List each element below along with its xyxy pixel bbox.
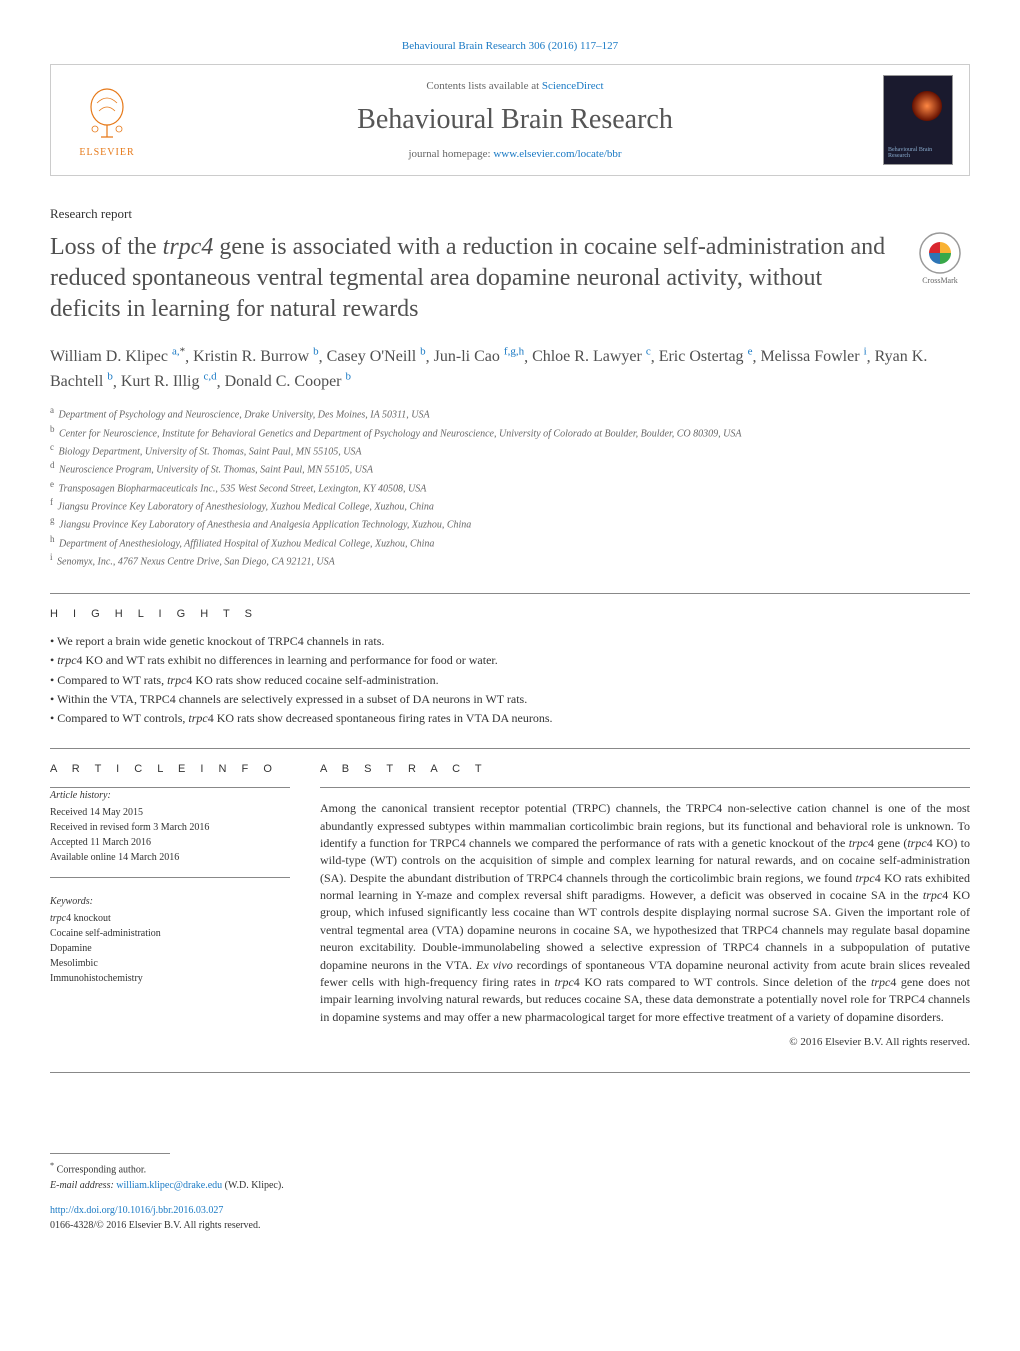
affiliation: b Center for Neuroscience, Institute for…: [50, 423, 970, 441]
keywords-list: trpc4 knockoutCocaine self-administratio…: [50, 911, 290, 986]
received-date: Received 14 May 2015: [50, 805, 290, 820]
abstract-label: A B S T R A C T: [320, 763, 970, 775]
rule: [50, 877, 290, 878]
highlight-item: Within the VTA, TRPC4 channels are selec…: [50, 690, 970, 709]
author: Donald C. Cooper b: [225, 373, 351, 390]
author: Casey O'Neill b: [327, 348, 426, 365]
accepted-date: Accepted 11 March 2016: [50, 835, 290, 850]
affiliation: g Jiangsu Province Key Laboratory of Ane…: [50, 514, 970, 532]
page-container: Behavioural Brain Research 306 (2016) 11…: [0, 0, 1020, 1273]
author: William D. Klipec a,*: [50, 348, 185, 365]
online-date: Available online 14 March 2016: [50, 850, 290, 865]
article-info-label: A R T I C L E I N F O: [50, 763, 290, 775]
affiliations-list: a Department of Psychology and Neuroscie…: [50, 404, 970, 569]
author: Kristin R. Burrow b: [193, 348, 319, 365]
abstract-copyright: © 2016 Elsevier B.V. All rights reserved…: [320, 1036, 970, 1048]
article-type: Research report: [50, 206, 970, 222]
affiliation: a Department of Psychology and Neuroscie…: [50, 404, 970, 422]
doi-link[interactable]: http://dx.doi.org/10.1016/j.bbr.2016.03.…: [50, 1205, 223, 1216]
contents-prefix: Contents lists available at: [426, 80, 541, 92]
keyword: Dopamine: [50, 941, 290, 956]
author: Kurt R. Illig c,d: [121, 373, 217, 390]
email-line: E-mail address: william.klipec@drake.edu…: [50, 1178, 970, 1193]
email-label: E-mail address:: [50, 1180, 116, 1191]
elsevier-tree-icon: [77, 83, 137, 143]
affiliation: i Senomyx, Inc., 4767 Nexus Centre Drive…: [50, 551, 970, 569]
highlights-label: H I G H L I G H T S: [50, 608, 970, 620]
affiliation: c Biology Department, University of St. …: [50, 441, 970, 459]
rule: [320, 787, 970, 788]
history-heading: Article history:: [50, 788, 290, 803]
header-center: Contents lists available at ScienceDirec…: [147, 80, 883, 160]
publisher-logo: ELSEVIER: [67, 75, 147, 165]
footer: * Corresponding author. E-mail address: …: [50, 1153, 970, 1232]
highlights-list: We report a brain wide genetic knockout …: [50, 632, 970, 728]
homepage-prefix: journal homepage:: [408, 148, 493, 160]
doi-line: http://dx.doi.org/10.1016/j.bbr.2016.03.…: [50, 1203, 970, 1218]
footnote-rule: [50, 1153, 170, 1154]
cover-glow-icon: [912, 91, 942, 121]
corresponding-author: * Corresponding author.: [50, 1160, 970, 1177]
keyword: Immunohistochemistry: [50, 971, 290, 986]
title-row: Loss of the trpc4 gene is associated wit…: [50, 232, 970, 326]
article-title: Loss of the trpc4 gene is associated wit…: [50, 232, 890, 326]
rule: [50, 593, 970, 594]
abstract-text: Among the canonical transient receptor p…: [320, 800, 970, 1026]
keywords-block: Keywords: trpc4 knockoutCocaine self-adm…: [50, 894, 290, 986]
affiliation: e Transposagen Biopharmaceuticals Inc., …: [50, 478, 970, 496]
email-link[interactable]: william.klipec@drake.edu: [116, 1180, 222, 1191]
contents-line: Contents lists available at ScienceDirec…: [147, 80, 883, 92]
keyword: Mesolimbic: [50, 956, 290, 971]
cover-thumb-label: Behavioural Brain Research: [888, 147, 952, 160]
homepage-link[interactable]: www.elsevier.com/locate/bbr: [493, 148, 621, 160]
info-abstract-row: A R T I C L E I N F O Article history: R…: [50, 749, 970, 1048]
highlight-item: trpc4 KO and WT rats exhibit no differen…: [50, 651, 970, 670]
highlight-item: Compared to WT rats, trpc4 KO rats show …: [50, 671, 970, 690]
crossmark-badge[interactable]: CrossMark: [910, 232, 970, 292]
journal-cover-thumb: Behavioural Brain Research: [883, 75, 953, 165]
email-suffix: (W.D. Klipec).: [222, 1180, 284, 1191]
crossmark-label: CrossMark: [922, 276, 958, 285]
keyword: Cocaine self-administration: [50, 926, 290, 941]
citation-line: Behavioural Brain Research 306 (2016) 11…: [50, 40, 970, 52]
title-gene: trpc4: [163, 234, 214, 260]
issn-copyright: 0166-4328/© 2016 Elsevier B.V. All right…: [50, 1218, 970, 1233]
journal-header: ELSEVIER Contents lists available at Sci…: [50, 64, 970, 176]
crossmark-icon: [919, 232, 961, 274]
title-pre: Loss of the: [50, 234, 163, 260]
authors-list: William D. Klipec a,*, Kristin R. Burrow…: [50, 344, 970, 395]
keyword: trpc4 knockout: [50, 911, 290, 926]
publisher-name: ELSEVIER: [79, 147, 134, 158]
affiliation: f Jiangsu Province Key Laboratory of Ane…: [50, 496, 970, 514]
revised-date: Received in revised form 3 March 2016: [50, 820, 290, 835]
author: Chloe R. Lawyer c: [532, 348, 651, 365]
author: Melissa Fowler i: [760, 348, 866, 365]
highlight-item: We report a brain wide genetic knockout …: [50, 632, 970, 651]
article-history: Article history: Received 14 May 2015 Re…: [50, 788, 290, 865]
highlight-item: Compared to WT controls, trpc4 KO rats s…: [50, 709, 970, 728]
abstract-col: A B S T R A C T Among the canonical tran…: [320, 749, 970, 1048]
author: Jun-li Cao f,g,h: [434, 348, 524, 365]
corresponding-label: Corresponding author.: [57, 1165, 146, 1176]
keywords-heading: Keywords:: [50, 894, 290, 909]
journal-title: Behavioural Brain Research: [147, 104, 883, 136]
homepage-line: journal homepage: www.elsevier.com/locat…: [147, 148, 883, 160]
article-info-col: A R T I C L E I N F O Article history: R…: [50, 749, 290, 1048]
affiliation: d Neuroscience Program, University of St…: [50, 459, 970, 477]
author: Eric Ostertag e: [659, 348, 753, 365]
affiliation: h Department of Anesthesiology, Affiliat…: [50, 533, 970, 551]
rule: [50, 1072, 970, 1073]
sciencedirect-link[interactable]: ScienceDirect: [542, 80, 604, 92]
